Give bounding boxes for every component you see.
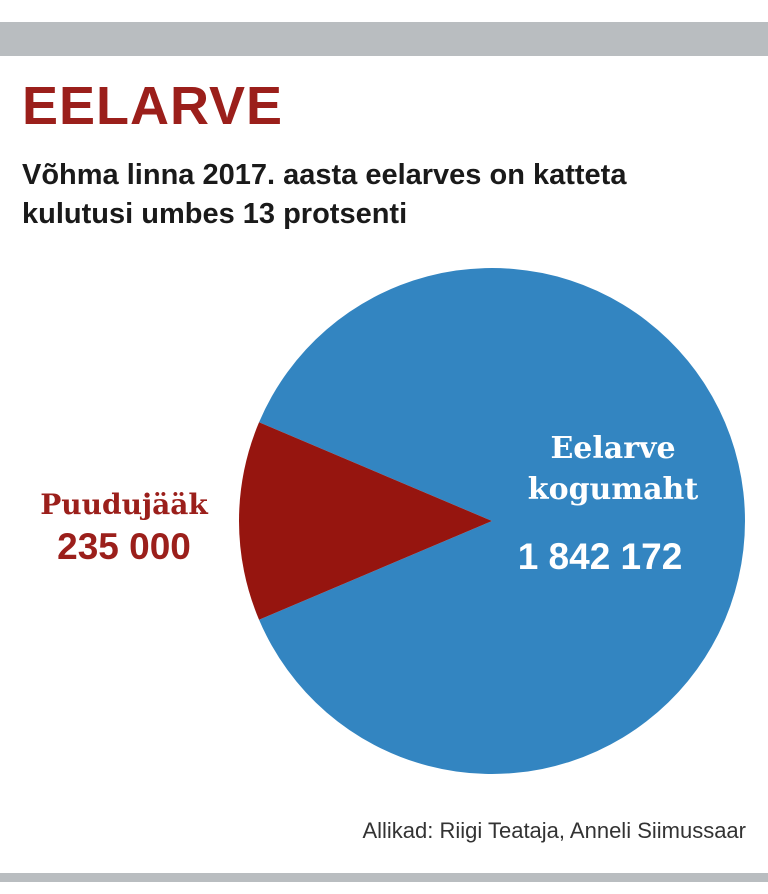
slice-label-eelarve-line2: kogumaht [528, 472, 699, 507]
pie-slice-eelarve-kogumaht [259, 268, 745, 774]
source-credit: Allikad: Riigi Teataja, Anneli Siimussaa… [362, 818, 746, 843]
bottom-rule-bar [0, 873, 768, 882]
chart-headline: Võhma linna 2017. aasta eelarves on katt… [22, 159, 627, 230]
slice-label-eelarve-line1: Eelarve [550, 431, 675, 466]
pie-slice-puudujaak [238, 422, 492, 620]
slice-value-puudujaak: 235 000 [57, 526, 191, 567]
slice-label-puudujaak: Puudujääk [40, 488, 208, 521]
slice-value-eelarve: 1 842 172 [518, 536, 683, 577]
section-kicker: EELARVE [22, 76, 284, 136]
top-rule-bar [0, 22, 768, 56]
